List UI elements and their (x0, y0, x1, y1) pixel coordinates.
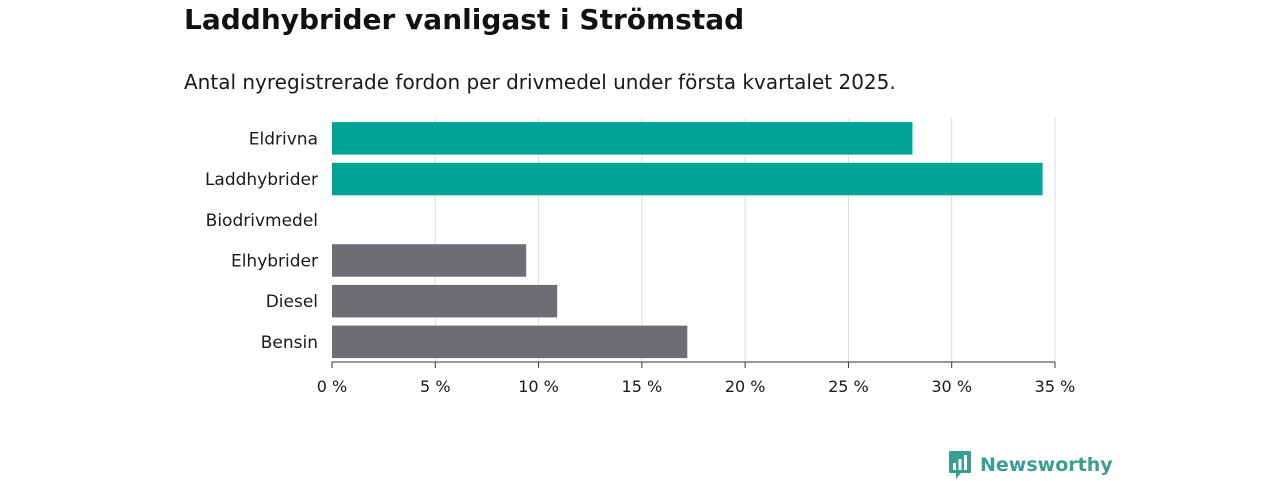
x-tick-label: 10 % (518, 377, 559, 396)
category-label: Laddhybrider (205, 170, 318, 190)
x-tick-label: 0 % (317, 377, 347, 396)
category-label: Diesel (266, 292, 318, 312)
category-label: Eldrivna (249, 129, 318, 149)
x-tick-label: 35 % (1035, 377, 1076, 396)
bar (332, 325, 688, 359)
chart-subtitle: Antal nyregistrerade fordon per drivmede… (184, 70, 896, 94)
x-axis: 0 % 5 % 10 % 15 % 20 % 25 % 30 % 35 % (317, 361, 1076, 396)
category-label: Elhybrider (231, 251, 318, 271)
x-tick-label: 15 % (622, 377, 663, 396)
newsworthy-logo-icon (949, 451, 971, 479)
bar (332, 244, 527, 277)
bars (332, 122, 1043, 359)
x-tick-label: 30 % (931, 377, 972, 396)
bar (332, 122, 913, 155)
newsworthy-brand: Newsworthy (948, 449, 1113, 481)
bar (332, 284, 558, 318)
category-labels: Eldrivna Laddhybrider Biodrivmedel Elhybrid… (205, 129, 318, 353)
category-label: Biodrivmedel (206, 211, 318, 231)
brand-name: Newsworthy (980, 454, 1113, 476)
bar (332, 162, 1043, 196)
x-tick-label: 25 % (828, 377, 869, 396)
category-label: Bensin (261, 333, 318, 353)
x-tick-label: 5 % (420, 377, 450, 396)
grid-lines (434, 118, 1056, 362)
x-tick-label: 20 % (725, 377, 766, 396)
chart-title: Laddhybrider vanligast i Strömstad (184, 3, 745, 36)
